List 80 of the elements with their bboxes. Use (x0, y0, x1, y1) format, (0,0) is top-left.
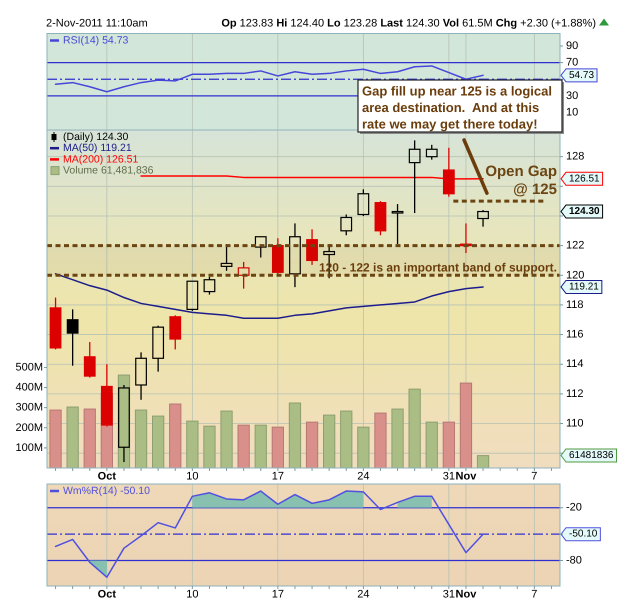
x-tick-label: Oct (98, 588, 116, 600)
bar (254, 424, 267, 468)
legend-label: Wm%R(14) -50.10 (63, 485, 150, 497)
annotation: Gap fill up near 125 is a logical area destination. And at this rate we may get there today! (362, 84, 552, 132)
legend-label: Volume 61,481,836 (63, 164, 154, 177)
y-tick-label: 70 (566, 56, 578, 69)
y-tick-label: 54.73 (569, 70, 594, 81)
y2-tick-label: 400M (15, 382, 43, 394)
bar (220, 410, 233, 468)
y-tick-label: 10 (566, 106, 578, 119)
y-tick-label: 128 (566, 150, 584, 163)
x-tick-label: 24 (357, 470, 370, 482)
line-series (54, 273, 484, 320)
y-tick-label: -50.10 (569, 528, 598, 540)
x-tick-label: 10 (186, 588, 198, 600)
x-tick-label: 10 (186, 470, 198, 482)
y2-tick-label: 200M (15, 422, 43, 434)
bar (203, 426, 216, 468)
bar (169, 404, 182, 468)
y-tick-label: 126.51 (569, 173, 600, 184)
bar (306, 422, 318, 468)
bar (374, 412, 387, 468)
bar (476, 455, 490, 468)
bar (391, 408, 404, 468)
legend-label: MA(50) 119.21 (63, 142, 132, 154)
text: 61481836 (569, 450, 614, 461)
y-tick-label: 90 (566, 40, 578, 52)
x-tick-label: 17 (272, 470, 284, 482)
y2-tick-label: 300M (15, 402, 43, 414)
candlestick (66, 308, 79, 366)
bar (408, 388, 421, 468)
chart-subtitle: 2-Nov-2011 11:10am (46, 18, 148, 30)
candlestick (289, 222, 301, 288)
bar (272, 426, 284, 468)
x-tick-label: 17 (272, 588, 284, 600)
bar (340, 410, 352, 468)
y-tick-label: 122 (566, 240, 584, 252)
x-tick-label: Nov (456, 470, 478, 482)
bar (134, 410, 148, 468)
bar (238, 424, 250, 468)
y-tick-label: 118 (566, 298, 584, 311)
x-tick-label: 31 (442, 470, 455, 482)
ref-line-label: Open Gap @ 125 (485, 163, 557, 198)
bar (426, 422, 438, 468)
candlestick (340, 214, 352, 236)
y-tick-label: 114 (566, 358, 584, 370)
y-tick-label: 30 (566, 90, 578, 102)
bar (288, 402, 302, 468)
text: Op 123.83 Hi 124.40 Lo 123.28 Last 124.30 Vol 61.5M Chg +2.30 (+1.88%) (221, 18, 596, 30)
bar (84, 408, 96, 468)
bar (357, 426, 370, 468)
bar (152, 416, 164, 468)
legend-label: (Daily) 124.30 (63, 131, 129, 143)
candlestick (238, 261, 250, 290)
x-tick-label: 24 (357, 588, 370, 600)
y2-tick-label: 100M (15, 442, 43, 454)
y-tick-label: 120 (566, 269, 584, 282)
x-tick-label: 7 (531, 588, 538, 600)
y-tick-label: -80 (566, 554, 582, 566)
y-tick-label: 124.30 (569, 206, 600, 218)
y-tick-label: -20 (566, 502, 582, 514)
y2-tick-label: 500M (15, 361, 43, 374)
bar (442, 422, 455, 468)
legend-label: MA(200) 126.51 (63, 153, 138, 166)
x-tick-label: Oct (98, 470, 116, 482)
note-box: Gap fill up near 125 is a logical area destination. And at this rate we may get there today! (357, 79, 564, 134)
bar (186, 420, 198, 468)
x-tick-label: 7 (531, 470, 538, 482)
bar (323, 414, 336, 468)
candlestick (408, 140, 421, 214)
y-tick-label: 119.21 (569, 281, 600, 292)
x-tick-label: 31 (442, 588, 455, 600)
y-tick-label: 110 (566, 418, 584, 430)
legend-label: RSI(14) 54.73 (63, 34, 129, 46)
bar (66, 406, 79, 468)
y-tick-label: 116 (566, 328, 584, 341)
bar (49, 410, 62, 468)
y-tick-label: 112 (566, 388, 584, 400)
bar (460, 382, 472, 468)
x-tick-label: Nov (456, 588, 478, 600)
